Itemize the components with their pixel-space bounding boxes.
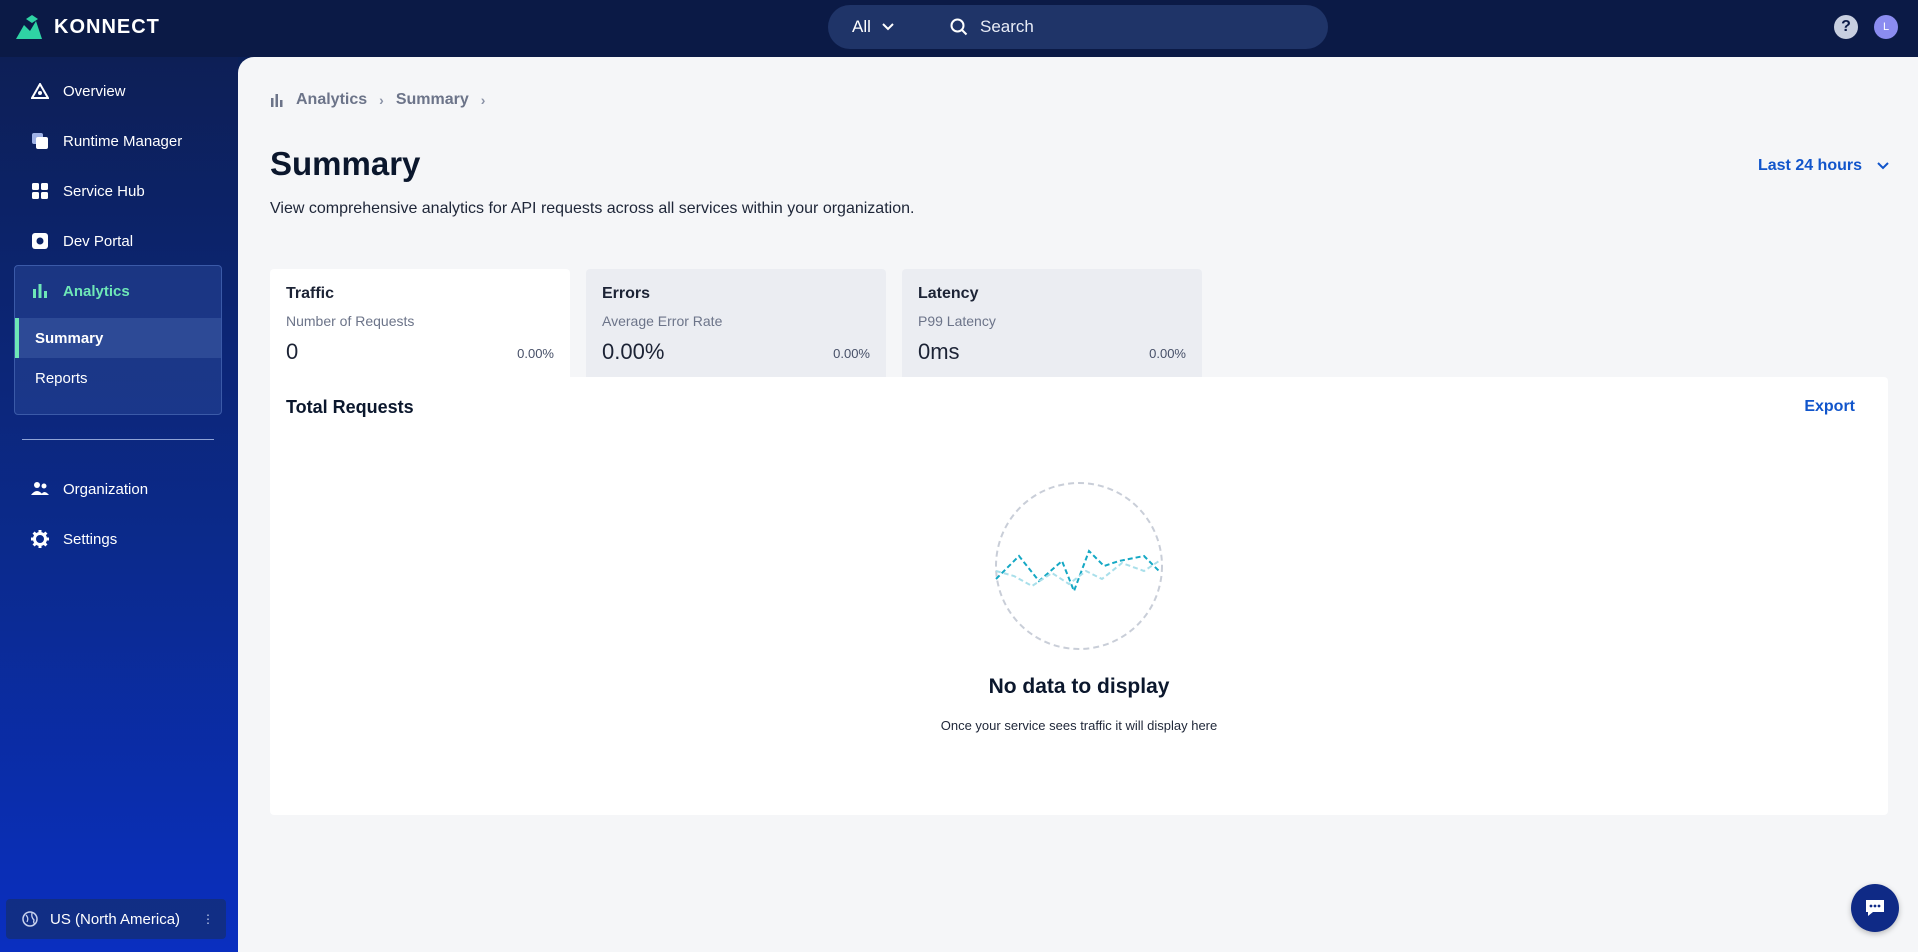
tab-value: 0 bbox=[286, 339, 299, 364]
dev-portal-icon bbox=[31, 232, 49, 250]
card-title: Total Requests bbox=[286, 397, 414, 417]
help-icon[interactable]: ? bbox=[1834, 15, 1858, 39]
sidebar-item-label: Settings bbox=[63, 530, 118, 548]
analytics-breadcrumb-icon bbox=[271, 94, 283, 107]
breadcrumb: Analytics › Summary › bbox=[270, 91, 485, 109]
empty-state-title: No data to display bbox=[988, 675, 1170, 698]
region-selector[interactable]: US (North America) ⋮ bbox=[6, 899, 226, 939]
chevron-right-icon: › bbox=[379, 92, 384, 108]
tab-subtitle: P99 Latency bbox=[918, 313, 996, 329]
region-label: US (North America) bbox=[50, 910, 181, 928]
konnect-logo[interactable]: KONNECT bbox=[14, 13, 160, 41]
sidebar-item-label: Dev Portal bbox=[63, 232, 134, 250]
tab-errors[interactable]: Errors Average Error Rate 0.00% 0.00% bbox=[586, 269, 886, 377]
sidebar-subitem-label: Reports bbox=[35, 369, 88, 387]
sidebar-item-label: Runtime Manager bbox=[63, 132, 183, 150]
search-field bbox=[928, 5, 1328, 49]
main-content: Analytics › Summary › Summary View compr… bbox=[238, 57, 1918, 952]
sidebar-divider bbox=[22, 439, 214, 440]
sidebar-item-label: Analytics bbox=[63, 282, 130, 300]
overview-icon bbox=[31, 82, 49, 100]
more-vertical-icon: ⋮ bbox=[202, 912, 214, 926]
sidebar-item-dev-portal[interactable]: Dev Portal bbox=[0, 219, 238, 263]
sidebar-subitem-reports[interactable]: Reports bbox=[15, 358, 221, 398]
top-bar: KONNECT All ? L bbox=[0, 0, 1918, 57]
search-scope-select[interactable]: All bbox=[828, 5, 928, 49]
sidebar-item-overview[interactable]: Overview bbox=[0, 69, 238, 113]
sidebar-group-analytics: Analytics Summary Reports bbox=[14, 265, 222, 415]
sidebar: Overview Runtime Manager Service Hub Dev… bbox=[0, 57, 238, 952]
page-title: Summary bbox=[270, 145, 421, 182]
top-right-actions: ? L bbox=[1834, 15, 1898, 39]
avatar[interactable]: L bbox=[1874, 15, 1898, 39]
organization-icon bbox=[31, 480, 49, 498]
chat-button[interactable] bbox=[1851, 884, 1899, 932]
globe-icon bbox=[22, 911, 38, 927]
search-scope-label: All bbox=[852, 17, 871, 36]
sidebar-item-settings[interactable]: Settings bbox=[0, 517, 238, 561]
sidebar-item-organization[interactable]: Organization bbox=[0, 467, 238, 511]
tab-subtitle: Number of Requests bbox=[286, 313, 415, 329]
total-requests-card: Total Requests Export No data to display… bbox=[270, 377, 1888, 815]
tab-change: 0.00% bbox=[1149, 346, 1186, 361]
breadcrumb-summary[interactable]: Summary bbox=[395, 91, 469, 108]
sidebar-subitem-label: Summary bbox=[35, 329, 104, 347]
chevron-down-icon bbox=[882, 23, 894, 31]
runtime-manager-icon bbox=[31, 132, 49, 150]
sidebar-item-analytics[interactable]: Analytics bbox=[15, 266, 221, 316]
tab-traffic[interactable]: Traffic Number of Requests 0 0.00% bbox=[270, 269, 570, 377]
analytics-icon bbox=[31, 282, 49, 300]
search-input[interactable] bbox=[980, 17, 1320, 37]
metric-tabs: Traffic Number of Requests 0 0.00% Error… bbox=[270, 269, 1202, 377]
tab-change: 0.00% bbox=[517, 346, 554, 361]
tab-change: 0.00% bbox=[833, 346, 870, 361]
service-hub-icon bbox=[31, 182, 49, 200]
sidebar-item-label: Service Hub bbox=[63, 182, 145, 200]
chevron-down-icon bbox=[1877, 162, 1889, 170]
sidebar-item-service-hub[interactable]: Service Hub bbox=[0, 169, 238, 213]
sidebar-item-runtime-manager[interactable]: Runtime Manager bbox=[0, 119, 238, 163]
search-icon bbox=[950, 18, 968, 36]
tab-value: 0ms bbox=[918, 339, 960, 364]
tab-latency[interactable]: Latency P99 Latency 0ms 0.00% bbox=[902, 269, 1202, 377]
chevron-right-icon: › bbox=[480, 92, 486, 108]
tab-title: Traffic bbox=[286, 285, 335, 302]
global-search: All bbox=[828, 5, 1328, 49]
page-description: View comprehensive analytics for API req… bbox=[270, 200, 915, 217]
tab-title: Errors bbox=[602, 285, 651, 302]
time-range-select[interactable]: Last 24 hours bbox=[1758, 157, 1890, 175]
tab-value: 0.00% bbox=[602, 339, 665, 364]
empty-state-subtitle: Once your service sees traffic it will d… bbox=[940, 718, 1218, 733]
settings-icon bbox=[31, 530, 49, 548]
tab-subtitle: Average Error Rate bbox=[602, 313, 723, 329]
logo-text: KONNECT bbox=[54, 15, 160, 38]
tab-title: Latency bbox=[918, 285, 979, 302]
time-range-label: Last 24 hours bbox=[1757, 157, 1862, 174]
sidebar-item-label: Organization bbox=[63, 480, 149, 498]
empty-chart-illustration-icon bbox=[995, 482, 1163, 650]
chat-icon bbox=[1866, 900, 1884, 916]
sidebar-subitem-summary[interactable]: Summary bbox=[15, 318, 221, 358]
export-button[interactable]: Export bbox=[1804, 398, 1855, 415]
kong-logo-icon bbox=[16, 15, 42, 39]
breadcrumb-analytics[interactable]: Analytics bbox=[296, 91, 368, 108]
sidebar-item-label: Overview bbox=[63, 82, 126, 100]
